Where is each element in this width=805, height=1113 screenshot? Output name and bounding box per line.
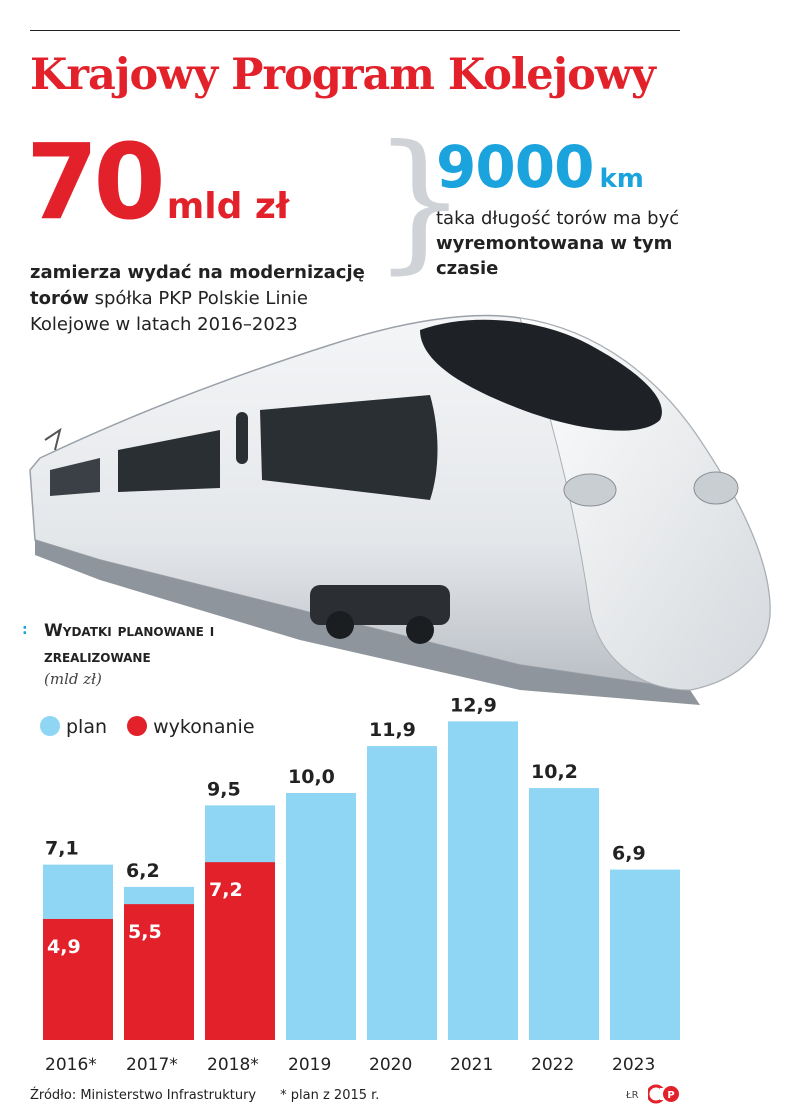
data-label-wykonanie: 7,2: [209, 879, 243, 901]
chart-bullet-icon: :: [22, 622, 28, 638]
source-text: Źródło: Ministerstwo Infrastruktury: [30, 1088, 257, 1103]
bar-plan: [367, 746, 437, 1040]
highlight-left-value: 70: [26, 121, 166, 243]
data-label-plan: 10,0: [288, 766, 335, 788]
highlight-right-unit: km: [599, 164, 644, 194]
bar-plan: [610, 869, 680, 1040]
train-window-rear: [50, 458, 100, 496]
svg-text:P: P: [667, 1090, 674, 1101]
x-tick-label: 2017*: [126, 1055, 178, 1075]
legend-label-plan: plan: [66, 716, 108, 738]
legend-label-wykonanie: wykonanie: [153, 716, 255, 738]
x-tick-label: 2018*: [207, 1055, 259, 1075]
x-tick-label: 2021: [450, 1055, 493, 1075]
highlight-right-desc-rest: taka długość torów ma być: [436, 208, 680, 229]
data-label-plan: 11,9: [369, 719, 416, 741]
bar-wykonanie: [205, 862, 275, 1040]
bar-wykonanie: [124, 904, 194, 1040]
legend-swatch-plan: [40, 716, 60, 736]
bar-plan: [286, 793, 356, 1040]
legend-item-wykonanie: wykonanie: [127, 716, 255, 738]
highlight-right: 9000 km: [436, 138, 644, 196]
x-tick-label: 2022: [531, 1055, 574, 1075]
author-credit: ŁR: [626, 1090, 639, 1101]
train-door: [236, 412, 248, 464]
x-tick-label: 2019: [288, 1055, 331, 1075]
highlight-right-value: 9000: [436, 133, 594, 201]
data-label-plan: 9,5: [207, 778, 241, 800]
x-tick-label: 2023: [612, 1055, 655, 1075]
x-tick-label: 2020: [369, 1055, 412, 1075]
brace-divider: }: [372, 114, 468, 288]
train-window-front: [260, 395, 438, 500]
bar-wykonanie: [43, 918, 113, 1040]
footer: Źródło: Ministerstwo Infrastruktury * pla…: [30, 1088, 379, 1103]
chart-legend: plan wykonanie: [40, 716, 269, 738]
highlight-left-desc-rest: spółka PKP Polskie Linie Kolejowe w lata…: [30, 288, 308, 335]
bar-plan: [529, 788, 599, 1040]
train-wheel: [406, 616, 434, 644]
highlight-right-description: taka długość torów ma być wyremontowana …: [436, 206, 716, 281]
train-wheel: [326, 611, 354, 639]
train-skirt: [35, 540, 700, 705]
data-label-wykonanie: 5,5: [128, 921, 162, 943]
train-windshield: [420, 319, 662, 431]
train-pantograph: [44, 427, 62, 451]
data-label-plan: 10,2: [531, 761, 578, 783]
top-rule: [30, 30, 680, 31]
chart-title: Wydatki planowane i zrealizowane: [44, 621, 215, 667]
data-label-plan: 6,9: [612, 843, 646, 865]
legend-item-plan: plan: [40, 716, 107, 738]
publisher-logo-icon: P: [648, 1084, 679, 1104]
bar-plan: [448, 721, 518, 1040]
x-tick-label: 2016*: [45, 1055, 97, 1075]
highlight-right-desc-bold: wyremontowana w tym czasie: [436, 233, 673, 279]
train-window-mid: [118, 430, 220, 492]
highlight-left-unit: mld zł: [166, 186, 290, 227]
page-title: Krajowy Program Kolejowy: [30, 50, 656, 100]
data-label-wykonanie: 4,9: [47, 936, 81, 958]
data-label-plan: 12,9: [450, 694, 497, 716]
train-headlight-left: [563, 473, 617, 507]
highlight-left-description: zamierza wydać na modernizację torów spó…: [30, 260, 380, 338]
data-label-plan: 7,1: [45, 838, 79, 860]
data-label-plan: 6,2: [126, 860, 160, 882]
highlight-left-desc-bold: zamierza wydać na modernizację torów: [30, 262, 365, 309]
train-headlight-right: [693, 471, 739, 505]
footnote-text: * plan z 2015 r.: [280, 1088, 380, 1103]
highlight-left: 70 mld zł: [26, 130, 289, 234]
chart-unit: (mld zł): [44, 670, 102, 688]
legend-swatch-wykonanie: [127, 716, 148, 736]
